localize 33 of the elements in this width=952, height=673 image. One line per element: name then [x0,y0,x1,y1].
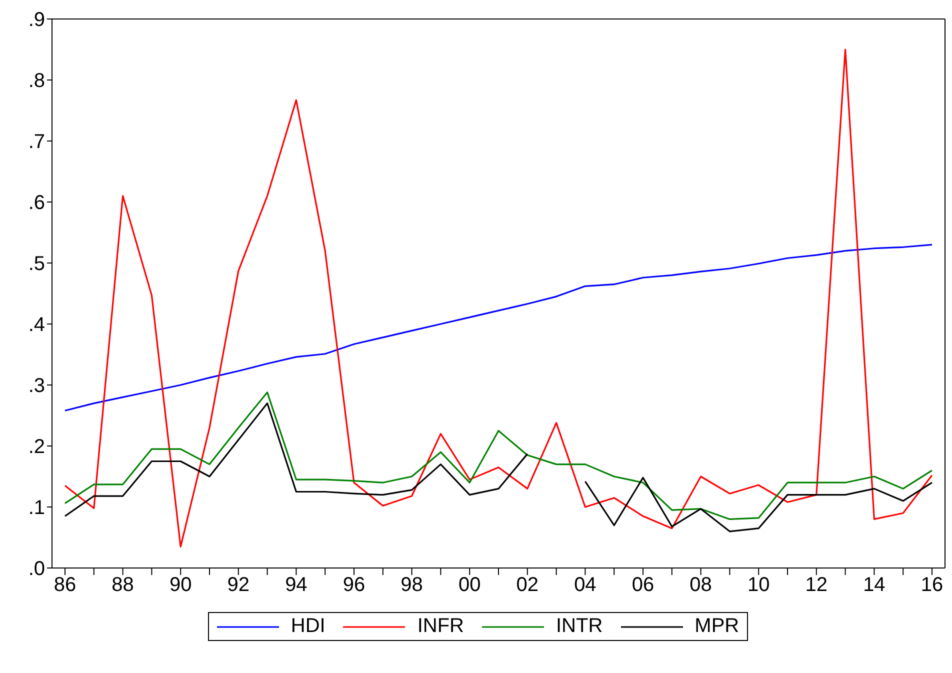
x-tick-label: 90 [169,574,192,596]
y-tick-label: .5 [28,253,45,276]
y-tick-label: .4 [28,314,45,336]
line-series [64,392,933,520]
x-tick-label: 10 [747,574,770,596]
line-series [64,48,933,548]
y-tick-label: .2 [28,436,45,458]
x-tick-label: 94 [285,574,308,596]
y-tick-label: .9 [28,9,45,32]
x-tick-label: 86 [54,574,76,596]
x-tick-label: 96 [342,574,366,596]
x-tick-label: 16 [920,574,944,596]
y-tick-label: .0 [28,558,45,580]
y-tick-label: .3 [28,375,45,398]
y-tick-label: .7 [28,131,45,154]
y-tick-label: .1 [28,497,45,520]
y-tick-label: .8 [28,70,45,92]
x-tick-label: 12 [805,574,828,596]
y-tick-label: .6 [28,192,45,214]
x-tick-label: 00 [458,574,481,596]
x-tick-label: 08 [690,574,712,596]
x-tick-label: 04 [574,574,596,596]
x-tick-label: 06 [632,574,654,596]
x-tick-label: 14 [863,574,886,596]
legend-label: HDI [290,615,326,638]
x-tick-label: 02 [516,574,539,596]
x-tick-label: 88 [112,574,134,596]
legend-label: MPR [694,615,740,638]
x-tick-label: 98 [400,574,423,596]
legend-label: INTR [556,615,603,638]
line-series [64,244,933,412]
legend-label: INFR [417,615,464,638]
x-tick-label: 92 [227,574,250,596]
